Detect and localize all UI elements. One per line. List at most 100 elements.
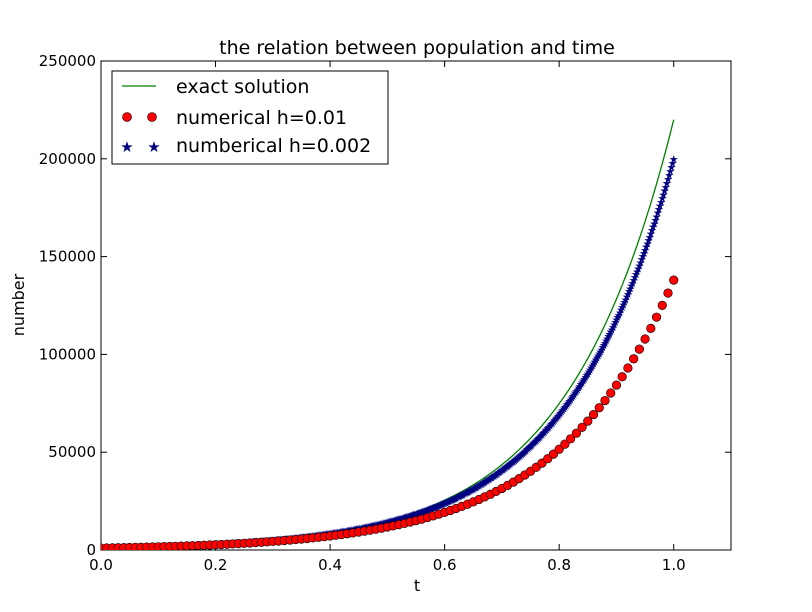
x-tick-label: 0.0: [89, 556, 113, 574]
star-point-h0002: ★: [487, 471, 497, 484]
star-point-h0002: ★: [669, 153, 679, 166]
star-point-h0002: ★: [567, 392, 577, 405]
star-point-h0002: ★: [465, 485, 475, 498]
star-point-h0002: ★: [403, 511, 413, 524]
legend-marker-h0002-b: ★: [147, 138, 160, 156]
star-point-h0002: ★: [409, 509, 419, 522]
star-point-h0002: ★: [439, 498, 449, 511]
star-point-h0002: ★: [648, 221, 658, 234]
star-point-h0002: ★: [498, 463, 508, 476]
star-point-h0002: ★: [574, 382, 584, 395]
star-point-h0002: ★: [448, 493, 458, 506]
star-point-h0002: ★: [423, 504, 433, 517]
star-point-h0002: ★: [638, 250, 648, 263]
circle-point-h001: [554, 444, 564, 454]
star-point-h0002: ★: [598, 341, 608, 354]
circle-point-h001: [577, 422, 587, 432]
star-point-h0002: ★: [665, 165, 675, 178]
star-point-h0002: ★: [538, 427, 548, 440]
star-point-h0002: ★: [566, 393, 576, 406]
star-point-h0002: ★: [594, 348, 604, 361]
circle-point-h001: [640, 334, 650, 344]
star-point-h0002: ★: [653, 207, 663, 220]
legend-label-exact: exact solution: [176, 76, 309, 98]
circle-point-h001: [651, 312, 662, 322]
star-point-h0002: ★: [506, 457, 516, 470]
star-point-h0002: ★: [562, 398, 572, 411]
star-point-h0002: ★: [550, 414, 560, 427]
star-point-h0002: ★: [530, 435, 540, 448]
star-point-h0002: ★: [483, 474, 493, 487]
star-point-h0002: ★: [502, 461, 512, 474]
star-point-h0002: ★: [393, 514, 403, 527]
star-point-h0002: ★: [452, 491, 462, 504]
star-point-h0002: ★: [414, 507, 424, 520]
star-point-h0002: ★: [622, 291, 632, 304]
y-tick-label: 150000: [39, 248, 96, 266]
star-point-h0002: ★: [442, 496, 452, 509]
star-point-h0002: ★: [605, 328, 615, 341]
star-point-h0002: ★: [558, 404, 568, 417]
star-point-h0002: ★: [628, 277, 638, 290]
star-point-h0002: ★: [472, 481, 482, 494]
circle-point-h001: [566, 434, 576, 444]
star-point-h0002: ★: [644, 234, 654, 247]
star-point-h0002: ★: [421, 504, 431, 517]
star-point-h0002: ★: [463, 486, 473, 499]
star-point-h0002: ★: [455, 490, 465, 503]
star-point-h0002: ★: [464, 485, 474, 498]
plot-area: ★★★★★★★★★★★★★★★★★★★★★★★★★★★★★★★★★★★★★★★★…: [101, 119, 679, 550]
star-point-h0002: ★: [512, 452, 522, 465]
y-tick-label: 250000: [39, 52, 96, 70]
star-point-h0002: ★: [484, 473, 494, 486]
circle-point-h001: [606, 388, 616, 398]
star-point-h0002: ★: [504, 459, 514, 472]
star-point-h0002: ★: [437, 498, 447, 511]
star-point-h0002: ★: [575, 380, 585, 393]
star-point-h0002: ★: [522, 443, 532, 456]
star-point-h0002: ★: [601, 335, 611, 348]
star-point-h0002: ★: [597, 343, 607, 356]
circle-point-h001: [663, 288, 673, 298]
star-point-h0002: ★: [468, 483, 478, 496]
star-point-h0002: ★: [617, 301, 627, 314]
star-point-h0002: ★: [408, 509, 418, 522]
x-tick-label: 0.4: [318, 556, 342, 574]
x-tick-label: 1.0: [662, 556, 686, 574]
star-point-h0002: ★: [453, 491, 463, 504]
star-point-h0002: ★: [527, 439, 537, 452]
star-point-h0002: ★: [618, 299, 628, 312]
legend-label-h001: numerical h=0.01: [176, 107, 347, 129]
star-point-h0002: ★: [475, 479, 485, 492]
star-point-h0002: ★: [623, 288, 633, 301]
star-point-h0002: ★: [577, 376, 587, 389]
star-point-h0002: ★: [650, 214, 660, 227]
star-point-h0002: ★: [447, 494, 457, 507]
star-point-h0002: ★: [625, 282, 635, 295]
star-point-h0002: ★: [553, 410, 563, 423]
star-point-h0002: ★: [551, 413, 561, 426]
chart-title: the relation between population and time: [219, 37, 615, 59]
star-point-h0002: ★: [589, 358, 599, 371]
star-point-h0002: ★: [607, 323, 617, 336]
star-point-h0002: ★: [449, 493, 459, 506]
star-point-h0002: ★: [561, 400, 571, 413]
star-point-h0002: ★: [481, 475, 491, 488]
star-point-h0002: ★: [518, 447, 528, 460]
circle-point-h001: [657, 300, 667, 311]
star-point-h0002: ★: [536, 430, 546, 443]
star-point-h0002: ★: [645, 231, 655, 244]
star-point-h0002: ★: [516, 448, 526, 461]
star-point-h0002: ★: [496, 465, 506, 478]
star-point-h0002: ★: [450, 492, 460, 505]
x-tick-label: 0.6: [433, 556, 457, 574]
star-point-h0002: ★: [432, 500, 442, 513]
star-point-h0002: ★: [663, 173, 673, 186]
star-point-h0002: ★: [559, 403, 569, 416]
star-point-h0002: ★: [582, 369, 592, 382]
star-point-h0002: ★: [563, 396, 573, 409]
x-tick-label: 0.2: [204, 556, 228, 574]
star-point-h0002: ★: [505, 458, 515, 471]
star-point-h0002: ★: [389, 515, 399, 528]
star-point-h0002: ★: [545, 419, 555, 432]
